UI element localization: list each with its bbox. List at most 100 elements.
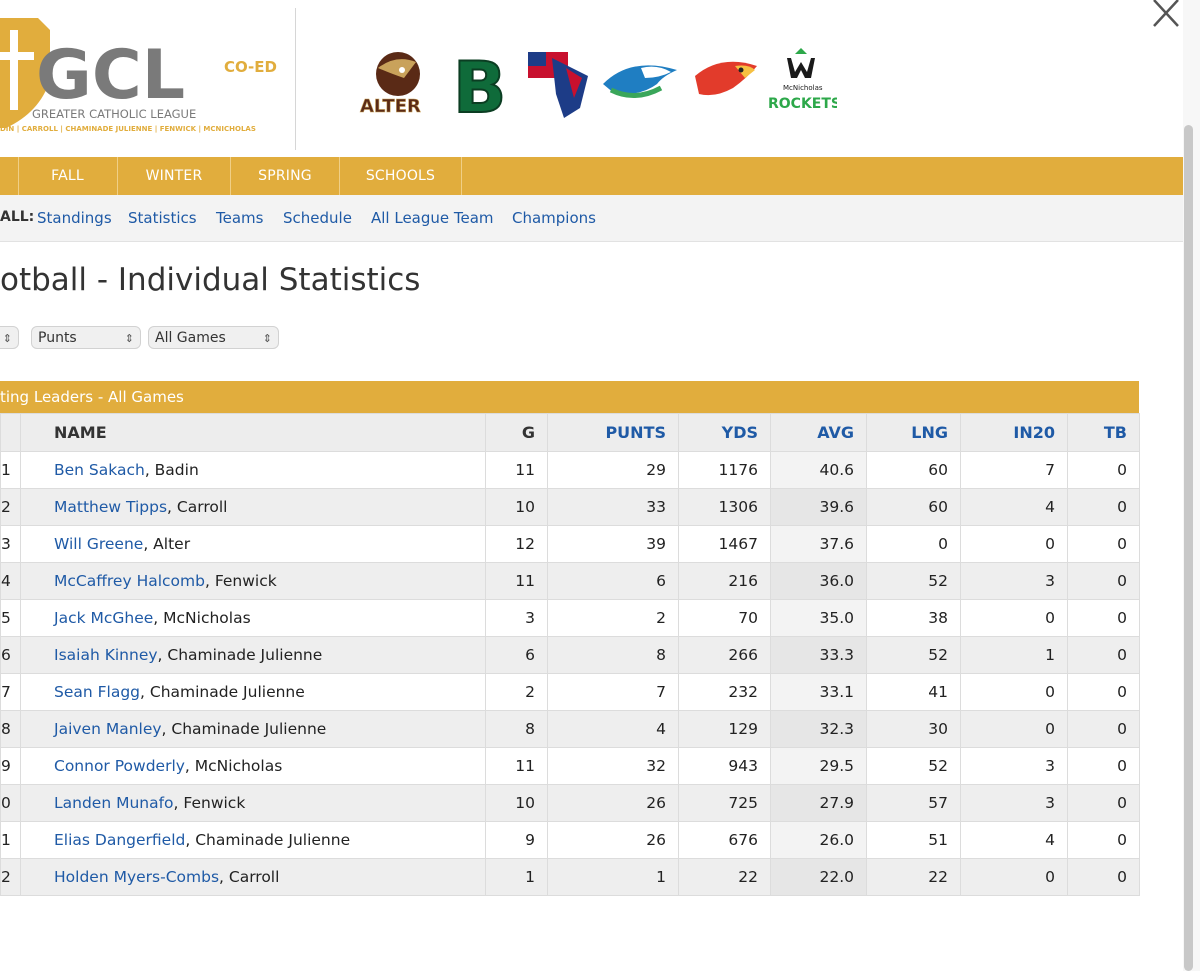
games-cell: 9 <box>485 821 548 859</box>
inside-20-cell: 4 <box>960 488 1068 526</box>
menu-item-fall[interactable]: FALL <box>51 168 84 184</box>
sub-link-champions[interactable]: Champions <box>512 209 596 227</box>
menu-item-spring[interactable]: SPRING <box>258 168 312 184</box>
average-cell: 37.6 <box>770 525 867 563</box>
long-cell: 38 <box>866 599 961 637</box>
player-link[interactable]: Will Greene <box>54 535 144 553</box>
sub-link-standings[interactable]: Standings <box>37 209 112 227</box>
long-cell: 41 <box>866 673 961 711</box>
column-header-lng[interactable]: LNG <box>866 413 961 452</box>
column-header-in20[interactable]: IN20 <box>960 413 1068 452</box>
touchback-cell: 0 <box>1067 858 1140 896</box>
sub-nav-prefix: ALL: <box>0 209 35 225</box>
gcl-logo[interactable]: GCL CO-ED GREATER CATHOLIC LEAGUE DIN | … <box>0 0 296 150</box>
x-icon[interactable] <box>1148 0 1188 30</box>
column-header-name: NAME <box>20 413 486 452</box>
table-row: 2 Matthew Tipps, Carroll 10 33 1306 39.6 60 4 0 <box>0 488 1140 526</box>
player-school: , Carroll <box>219 868 280 886</box>
yards-cell: 129 <box>678 710 771 748</box>
player-link[interactable]: Isaiah Kinney <box>54 646 158 664</box>
player-link[interactable]: Matthew Tipps <box>54 498 168 516</box>
menu-item-winter[interactable]: WINTER <box>145 168 203 184</box>
inside-20-cell: 0 <box>960 525 1068 563</box>
touchback-cell: 0 <box>1067 451 1140 489</box>
punts-cell: 1 <box>547 858 679 896</box>
player-link[interactable]: Landen Munafo <box>54 794 174 812</box>
games-select[interactable]: All Games ⇕ <box>148 326 279 349</box>
sub-link-statistics[interactable]: Statistics <box>128 209 197 227</box>
yards-cell: 676 <box>678 821 771 859</box>
menu-separator <box>339 157 340 195</box>
player-school: , Carroll <box>167 498 228 516</box>
column-header-yds[interactable]: YDS <box>678 413 771 452</box>
player-link[interactable]: Ben Sakach <box>54 461 145 479</box>
player-link[interactable]: Jack McGhee <box>54 609 154 627</box>
player-link[interactable]: Elias Dangerfield <box>54 831 186 849</box>
touchback-cell: 0 <box>1067 562 1140 600</box>
inside-20-cell: 0 <box>960 673 1068 711</box>
player-school: , McNicholas <box>153 609 251 627</box>
category-select[interactable]: Punts ⇕ <box>31 326 141 349</box>
player-link[interactable]: McCaffrey Halcomb <box>54 572 205 590</box>
main-menu: FALL WINTER SPRING SCHOOLS <box>0 157 1200 195</box>
long-cell: 60 <box>866 451 961 489</box>
inside-20-cell: 4 <box>960 821 1068 859</box>
inside-20-cell: 0 <box>960 858 1068 896</box>
table-header-row: NAME G PUNTS YDS AVG LNG IN20 TB <box>0 413 1140 452</box>
svg-text:ALTER: ALTER <box>360 96 421 117</box>
punts-cell: 7 <box>547 673 679 711</box>
svg-text:ROCKETS: ROCKETS <box>768 96 837 112</box>
average-cell: 33.1 <box>770 673 867 711</box>
inside-20-cell: 1 <box>960 636 1068 674</box>
rank-cell: 8 <box>0 710 21 748</box>
name-cell: McCaffrey Halcomb, Fenwick <box>20 562 486 600</box>
column-header-tb[interactable]: TB <box>1067 413 1140 452</box>
column-header-avg[interactable]: AVG <box>770 413 867 452</box>
long-cell: 52 <box>866 747 961 785</box>
sub-link-teams[interactable]: Teams <box>216 209 264 227</box>
sport-select[interactable]: ⇕ <box>0 326 19 349</box>
sub-link-schedule[interactable]: Schedule <box>283 209 352 227</box>
rank-cell: 6 <box>0 636 21 674</box>
scrollbar-thumb[interactable] <box>1184 125 1193 971</box>
column-header-punts[interactable]: PUNTS <box>547 413 679 452</box>
chevron-updown-icon: ⇕ <box>124 332 134 345</box>
name-cell: Jaiven Manley, Chaminade Julienne <box>20 710 486 748</box>
punts-cell: 26 <box>547 784 679 822</box>
svg-text:McNicholas: McNicholas <box>783 84 823 92</box>
player-school: , McNicholas <box>184 757 283 775</box>
player-school: , Chaminade Julienne <box>157 646 323 664</box>
rank-cell: 1 <box>0 451 21 489</box>
yards-cell: 216 <box>678 562 771 600</box>
svg-text:GCL: GCL <box>36 36 185 115</box>
player-link[interactable]: Connor Powderly <box>54 757 185 775</box>
sub-link-all-league-team[interactable]: All League Team <box>371 209 494 227</box>
name-cell: Elias Dangerfield, Chaminade Julienne <box>20 821 486 859</box>
chevron-updown-icon: ⇕ <box>262 332 272 345</box>
carroll-logo[interactable] <box>526 48 596 120</box>
average-cell: 22.0 <box>770 858 867 896</box>
touchback-cell: 0 <box>1067 747 1140 785</box>
chaminade-julienne-logo[interactable] <box>601 48 681 120</box>
yards-cell: 1306 <box>678 488 771 526</box>
chevron-updown-icon: ⇕ <box>2 332 12 345</box>
yards-cell: 1176 <box>678 451 771 489</box>
games-cell: 1 <box>485 858 548 896</box>
average-cell: 39.6 <box>770 488 867 526</box>
punts-cell: 29 <box>547 451 679 489</box>
player-link[interactable]: Holden Myers-Combs <box>54 868 220 886</box>
menu-item-schools[interactable]: SCHOOLS <box>365 168 436 184</box>
fenwick-logo[interactable] <box>691 48 761 120</box>
svg-text:CO-ED: CO-ED <box>224 58 277 76</box>
name-cell: Landen Munafo, Fenwick <box>20 784 486 822</box>
mcnicholas-logo[interactable]: McNicholas ROCKETS <box>765 48 837 120</box>
table-row: 1 Elias Dangerfield, Chaminade Julienne 9 2… <box>0 821 1140 859</box>
rank-cell: 2 <box>0 858 21 896</box>
inside-20-cell: 0 <box>960 599 1068 637</box>
player-link[interactable]: Jaiven Manley <box>54 720 162 738</box>
player-link[interactable]: Sean Flagg <box>54 683 141 701</box>
touchback-cell: 0 <box>1067 673 1140 711</box>
badin-logo[interactable]: B <box>449 48 517 120</box>
alter-logo[interactable]: ALTER <box>356 48 438 120</box>
games-cell: 11 <box>485 747 548 785</box>
